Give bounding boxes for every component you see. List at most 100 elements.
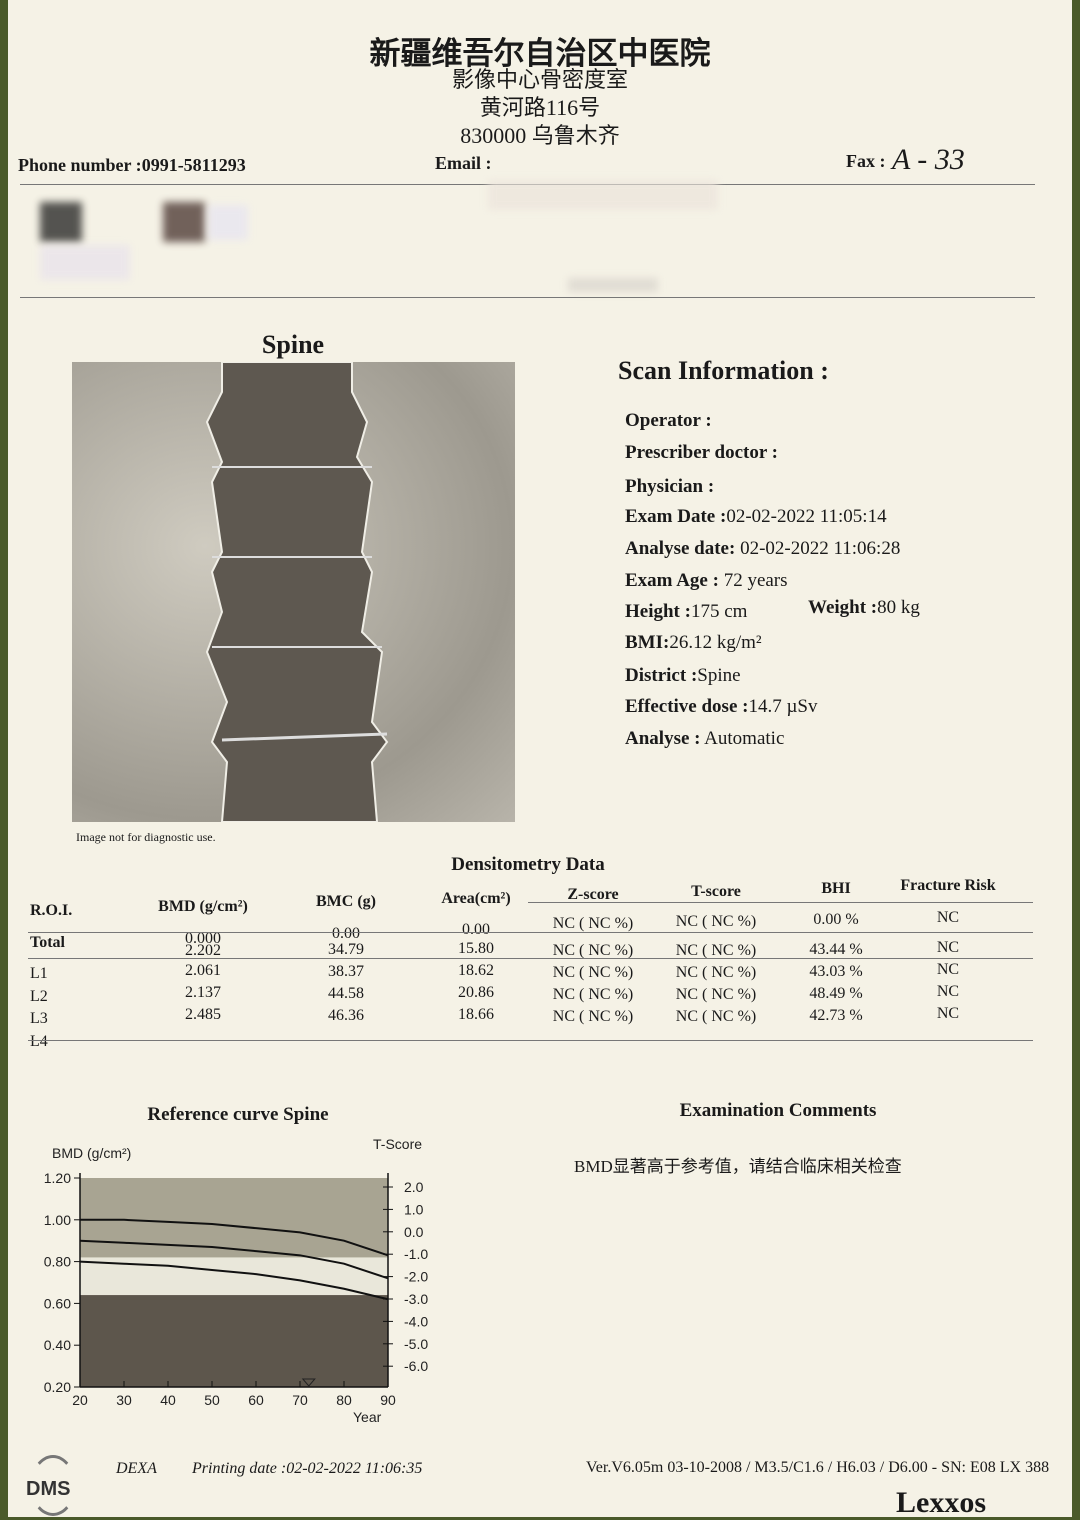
table-cell: 2.137 bbox=[185, 984, 221, 1001]
reference-curve-line bbox=[79, 1239, 389, 1280]
table-cell: 38.37 bbox=[328, 963, 364, 980]
column-header: BMC (g) bbox=[316, 893, 376, 910]
scan-info-row: Physician : bbox=[625, 476, 714, 498]
divider bbox=[28, 932, 1033, 933]
dms-logo-ring bbox=[30, 1455, 76, 1516]
x-tick-label: 20 bbox=[72, 1392, 88, 1408]
hospital-name: 新疆维吾尔自治区中医院 bbox=[369, 36, 711, 71]
y2-tick-label: 0.0 bbox=[404, 1224, 424, 1240]
table-cell: NC ( NC %) bbox=[675, 913, 757, 930]
x-tick-label: 30 bbox=[116, 1392, 132, 1408]
column-header: R.O.I. bbox=[30, 902, 73, 919]
scan-info-label: Operator : bbox=[625, 410, 712, 431]
reference-curve-line bbox=[80, 1218, 389, 1257]
scan-info-value: 02-02-2022 11:06:28 bbox=[735, 538, 901, 559]
column-header: Z-score bbox=[567, 886, 619, 903]
scan-info-value: 02-02-2022 11:05:14 bbox=[726, 506, 887, 527]
scan-info-label: Analyse date: bbox=[625, 538, 736, 559]
scan-info-value: Automatic bbox=[700, 728, 785, 749]
divider bbox=[528, 902, 1033, 903]
table-cell: L3 bbox=[30, 1010, 48, 1027]
table-cell: NC ( NC %) bbox=[675, 942, 757, 959]
x-tick-label: 60 bbox=[248, 1392, 264, 1408]
scan-info-row: BMI:26.12 kg/m² bbox=[625, 632, 762, 654]
scan-info-label: Exam Date : bbox=[625, 506, 727, 527]
phone-label: Phone number : bbox=[18, 155, 142, 175]
chart-band bbox=[80, 1178, 388, 1258]
patient-age-marker bbox=[301, 1378, 316, 1387]
y2-tick-label: -1.0 bbox=[404, 1246, 428, 1262]
scan-info-row: Exam Age : 72 years bbox=[625, 570, 788, 592]
printing-label: Printing date : bbox=[192, 1460, 287, 1477]
y-axis-label: BMD (g/cm²) bbox=[52, 1145, 131, 1161]
email-label: Email : bbox=[435, 153, 492, 173]
table-cell: 48.49 % bbox=[809, 985, 863, 1002]
fax-label: Fax : bbox=[846, 151, 886, 171]
version-info: Ver.V6.05m 03-10-2008 / M3.5/C1.6 / H6.0… bbox=[586, 1459, 1050, 1476]
table-cell: 2.485 bbox=[185, 1006, 221, 1023]
scan-info-row: Height :175 cm bbox=[625, 601, 747, 623]
table-cell: 0.00 bbox=[462, 921, 490, 938]
scan-info-row: Analyse : Automatic bbox=[625, 728, 784, 750]
densitometry-title: Densitometry Data bbox=[451, 854, 605, 875]
scan-info-title: Scan Information : bbox=[618, 356, 829, 385]
y-tick-label: 1.00 bbox=[44, 1212, 71, 1228]
y-tick-label: 0.40 bbox=[44, 1337, 71, 1353]
table-cell: 0.000 bbox=[185, 930, 221, 947]
scan-info-row: Exam Date :02-02-2022 11:05:14 bbox=[625, 506, 887, 528]
spine-scan-image bbox=[72, 361, 515, 823]
column-header: BMD (g/cm²) bbox=[158, 898, 248, 915]
column-header: Area(cm²) bbox=[441, 890, 511, 907]
divider bbox=[28, 1040, 1033, 1041]
redacted-block bbox=[40, 202, 82, 242]
table-cell: 43.03 % bbox=[809, 963, 863, 980]
y2-tick-label: -3.0 bbox=[404, 1291, 428, 1307]
redacted-block bbox=[163, 202, 205, 242]
column-header: T-score bbox=[691, 883, 741, 900]
city: 830000 乌鲁木齐 bbox=[460, 123, 620, 148]
redacted-block bbox=[488, 180, 718, 210]
y-tick-label: 0.20 bbox=[44, 1379, 71, 1395]
table-cell: 34.79 bbox=[328, 941, 364, 958]
y-tick-label: 1.20 bbox=[44, 1170, 71, 1186]
table-cell: 42.73 % bbox=[809, 1007, 863, 1024]
column-header: BHI bbox=[821, 880, 851, 897]
weight-label: Weight : bbox=[808, 597, 878, 618]
y2-axis-label: T-Score bbox=[373, 1136, 422, 1152]
image-title: Spine bbox=[261, 330, 325, 359]
table-cell: NC ( NC %) bbox=[675, 1008, 757, 1025]
phone-line: Phone number :0991-5811293 bbox=[18, 155, 246, 176]
comments-title: Examination Comments bbox=[679, 1100, 877, 1121]
table-cell: NC ( NC %) bbox=[552, 986, 634, 1003]
divider bbox=[20, 297, 1035, 298]
spine-vertebrae-graphic bbox=[205, 361, 389, 823]
x-tick-label: 70 bbox=[292, 1392, 308, 1408]
table-cell: 18.66 bbox=[458, 1006, 494, 1023]
y2-tick-label: -5.0 bbox=[404, 1336, 428, 1352]
redacted-block bbox=[40, 245, 130, 280]
table-cell: NC ( NC %) bbox=[675, 964, 757, 981]
y-tick-label: 0.80 bbox=[44, 1254, 71, 1270]
x-tick-label: 80 bbox=[336, 1392, 352, 1408]
y2-tick-label: 2.0 bbox=[404, 1179, 424, 1195]
table-cell: 44.58 bbox=[328, 985, 364, 1002]
fax-handwritten: A - 33 bbox=[892, 143, 965, 176]
weight-value: 80 kg bbox=[877, 597, 920, 618]
table-cell: NC bbox=[936, 939, 960, 956]
comments-text: BMD显著高于参考值，请结合临床相关检查 bbox=[574, 1157, 902, 1176]
scan-info-label: Exam Age : bbox=[625, 570, 719, 591]
department: 影像中心骨密度室 bbox=[451, 67, 628, 92]
scan-info-row: Operator : bbox=[625, 410, 712, 432]
report-page: 新疆维吾尔自治区中医院 影像中心骨密度室 黄河路116号 830000 乌鲁木齐… bbox=[8, 0, 1072, 1519]
scan-info-label: BMI: bbox=[625, 632, 670, 653]
address: 黄河路116号 bbox=[479, 95, 601, 120]
table-cell: 0.00 bbox=[332, 925, 360, 942]
scan-info-value: 72 years bbox=[718, 570, 788, 591]
scan-info-label: Height : bbox=[625, 601, 691, 622]
table-cell: 2.202 bbox=[185, 942, 221, 959]
scan-info-label: Effective dose : bbox=[625, 696, 749, 717]
scan-info-row: District :Spine bbox=[625, 665, 741, 687]
scan-info-label: Prescriber doctor : bbox=[625, 442, 779, 463]
scan-info-label: Analyse : bbox=[625, 728, 701, 749]
scan-info-row: Prescriber doctor : bbox=[625, 442, 778, 464]
